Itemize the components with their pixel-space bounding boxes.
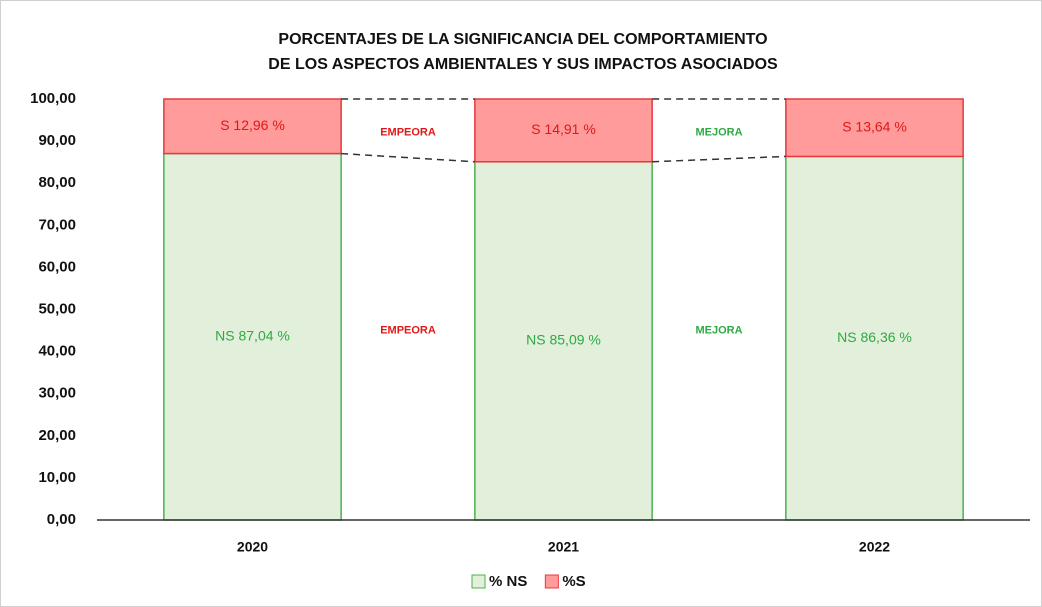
chart-title: DE LOS ASPECTOS AMBIENTALES Y SUS IMPACT… — [268, 56, 778, 73]
connector-line — [652, 155, 786, 163]
y-tick-label: 90,00 — [38, 132, 76, 149]
y-tick-label: 100,00 — [30, 90, 76, 107]
bar-segment — [474, 98, 653, 163]
legend-swatch — [471, 574, 486, 589]
x-tick-label: 2020 — [237, 539, 268, 555]
bar-segment — [785, 98, 964, 158]
y-tick-label: 30,00 — [38, 385, 76, 402]
data-label: S 12,96 % — [220, 117, 285, 133]
bar-segment — [163, 152, 342, 521]
legend-label: % NS — [489, 573, 527, 590]
y-tick-label: 80,00 — [38, 174, 76, 191]
bar-segment — [785, 155, 964, 521]
data-label: S 14,91 % — [531, 121, 596, 137]
y-tick-label: 40,00 — [38, 343, 76, 360]
x-tick-label: 2022 — [859, 539, 890, 555]
y-tick-label: 10,00 — [38, 469, 76, 486]
annotation: MEJORA — [695, 127, 742, 139]
annotation: MEJORA — [695, 324, 742, 336]
y-tick-label: 20,00 — [38, 427, 76, 444]
y-tick-label: 0,00 — [47, 511, 76, 528]
x-tick-label: 2021 — [548, 539, 579, 555]
data-label: NS 87,04 % — [215, 327, 290, 343]
annotation: EMPEORA — [380, 127, 436, 139]
annotation: EMPEORA — [380, 324, 436, 336]
y-tick-label: 60,00 — [38, 258, 76, 275]
legend-swatch — [544, 574, 559, 589]
bar-segment — [163, 98, 342, 155]
data-label: NS 86,36 % — [837, 329, 912, 345]
y-tick-label: 50,00 — [38, 300, 76, 317]
data-label: S 13,64 % — [842, 118, 907, 134]
chart-title: PORCENTAJES DE LA SIGNIFICANCIA DEL COMP… — [278, 31, 767, 48]
y-tick-label: 70,00 — [38, 216, 76, 233]
data-label: NS 85,09 % — [526, 332, 601, 348]
connector-line — [341, 152, 475, 163]
legend-label: %S — [562, 573, 585, 590]
bar-segment — [474, 161, 653, 521]
